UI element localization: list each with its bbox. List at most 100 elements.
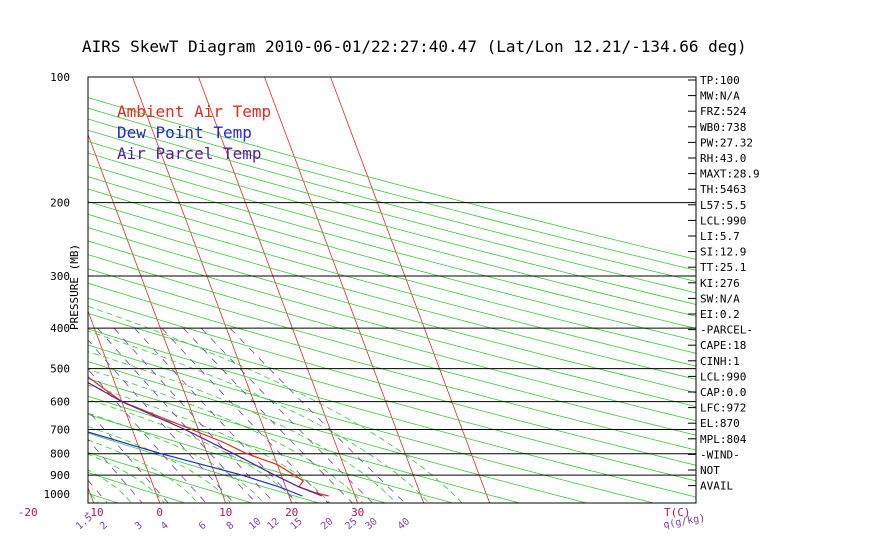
index-value: CINH:1 — [700, 355, 740, 368]
moist-adiabat-line — [88, 351, 397, 503]
pressure-tick-label: 500 — [50, 363, 70, 376]
moist-adiabat-line — [88, 330, 430, 503]
y-axis-label: PRESSURE (MB) — [68, 244, 81, 330]
index-value: RH:43.0 — [700, 152, 746, 165]
dry-adiabat-line — [88, 282, 696, 451]
index-value: SW:N/A — [700, 292, 740, 305]
dry-adiabat-line — [88, 492, 119, 503]
index-value: EL:870 — [700, 417, 740, 430]
moist-adiabat-line — [88, 439, 198, 503]
isotherm-line — [330, 77, 491, 503]
moist-adiabat-line — [88, 491, 99, 503]
dry-adiabat-line — [0, 77, 51, 503]
dry-adiabat-line — [88, 297, 696, 466]
mixing-ratio-line — [88, 368, 207, 503]
pressure-tick-label: 200 — [50, 197, 70, 210]
index-value: LCL:990 — [700, 370, 746, 383]
dry-adiabat-line — [88, 164, 696, 329]
moist-adiabat-line — [88, 305, 463, 503]
dry-adiabat-line — [88, 344, 654, 503]
moist-adiabat-line — [88, 453, 165, 503]
temperature-tick-label: 20 — [285, 506, 298, 519]
legend-entry: Ambient Air Temp — [117, 102, 271, 121]
isotherm-line — [264, 77, 425, 503]
dry-adiabat-line — [88, 240, 696, 408]
index-value: KI:276 — [700, 277, 740, 290]
mixing-ratio-line — [201, 327, 373, 503]
pressure-tick-label: 100 — [50, 71, 70, 84]
legend: Ambient Air Temp Dew Point Temp Air Parcel… — [117, 102, 271, 163]
background-grid — [0, 77, 696, 503]
index-value: MPL:804 — [700, 433, 747, 446]
mixing-ratio-line — [0, 328, 83, 503]
pressure-tick-label: 800 — [50, 448, 70, 461]
temperature-tick-label: 10 — [219, 506, 232, 519]
dry-adiabat-line — [88, 213, 696, 380]
mixing-ratio-label: 8 — [225, 520, 237, 532]
mixing-ratio-label: 4 — [159, 520, 171, 532]
temperature-tick-label: -10 — [84, 506, 104, 519]
mixing-ratio-label: 3 — [133, 520, 145, 532]
pressure-tick-label: 400 — [50, 322, 70, 335]
temperature-tick-label: 0 — [156, 506, 163, 519]
mixing-ratio-line — [88, 479, 108, 503]
mixing-ratio-line — [113, 327, 275, 503]
mixing-ratio-label: 10 — [247, 516, 263, 532]
index-value: TT:25.1 — [700, 261, 746, 274]
index-value: MW:N/A — [700, 90, 740, 103]
temperature-tick-label: 30 — [351, 506, 364, 519]
dry-adiabat-line — [88, 254, 696, 422]
mixing-ratio-label: 2 — [98, 520, 110, 532]
isotherm-line — [88, 310, 161, 503]
plot-frame — [87, 76, 697, 504]
moist-adiabat-line — [88, 368, 364, 503]
index-value: AVAIL — [700, 480, 733, 493]
mixing-ratio-line — [134, 327, 298, 503]
dry-adiabat-line — [88, 188, 696, 354]
mixing-ratio-line — [161, 327, 329, 503]
index-value: FRZ:524 — [700, 105, 747, 118]
dry-adiabat-line — [88, 432, 319, 503]
isotherm-line — [0, 77, 28, 503]
dry-adiabat-line — [88, 312, 696, 482]
mixing-ratio-line — [229, 327, 406, 503]
mixing-ratio-label: 20 — [319, 516, 335, 532]
dry-adiabat-line — [88, 472, 186, 503]
index-value: NOT — [700, 464, 720, 477]
isobar-lines — [88, 202, 696, 476]
mixing-ratio-line — [97, 327, 257, 503]
pressure-tick-label: 700 — [50, 424, 70, 437]
dry-adiabat-line — [88, 118, 696, 282]
pressure-tick-label: 1000 — [44, 488, 71, 501]
dry-adiabat-line — [88, 176, 696, 342]
index-value: MAXT:28.9 — [700, 168, 760, 181]
legend-entry: Air Parcel Temp — [117, 144, 262, 163]
mixing-ratio-line — [0, 328, 51, 503]
stability-indices: TP:100 MW:N/A FRZ:524 WB0:738 PW:27.32 RH:43.… — [688, 74, 760, 493]
index-value: PW:27.32 — [700, 136, 753, 149]
index-value: LCL:990 — [700, 214, 746, 227]
mixing-ratio-line — [183, 327, 353, 503]
legend-entry: Dew Point Temp — [117, 123, 252, 142]
dry-adiabat-line — [88, 413, 386, 503]
index-value: -WIND- — [700, 448, 740, 461]
index-value: WB0:738 — [700, 121, 746, 134]
index-value: TH:5463 — [700, 183, 746, 196]
moist-adiabat-line — [0, 77, 32, 503]
mixing-ratio-label: 6 — [197, 520, 209, 532]
temperature-tick-label: -20 — [18, 506, 38, 519]
temperature-axis-label: T(C) — [664, 506, 691, 519]
index-value: LI:5.7 — [700, 230, 740, 243]
dry-adiabat-line — [88, 395, 453, 503]
pressure-tick-label: 600 — [50, 396, 70, 409]
mixing-ratio-line — [88, 409, 169, 503]
dry-adiabat-line — [88, 452, 253, 503]
dry-adiabat-line — [88, 328, 696, 498]
index-value: -PARCEL- — [700, 324, 753, 337]
pressure-tick-label: 300 — [50, 270, 70, 283]
dry-adiabat-line — [88, 129, 696, 294]
dry-adiabat-line — [88, 227, 696, 394]
series-line — [88, 381, 323, 497]
dry-adiabat-line — [88, 378, 520, 503]
